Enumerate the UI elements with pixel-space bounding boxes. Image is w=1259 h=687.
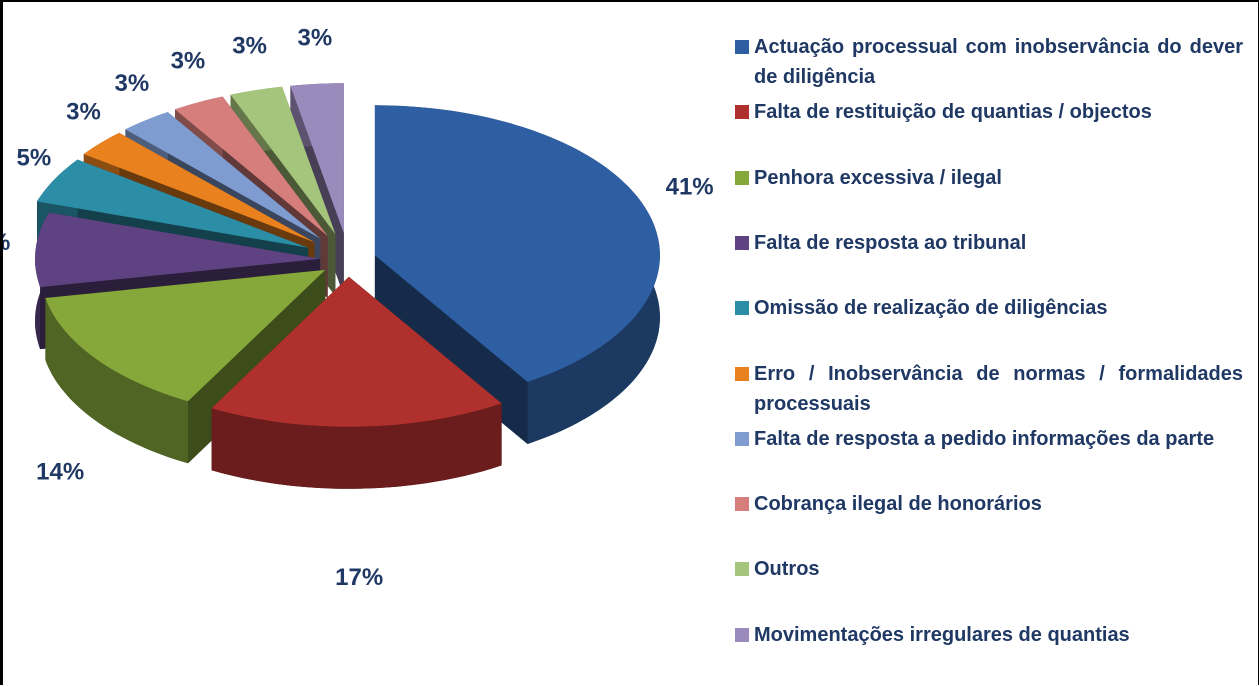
legend-swatch [735, 105, 749, 120]
slice-outer-wall [211, 403, 502, 489]
slice [37, 159, 309, 248]
legend-swatch [735, 627, 749, 642]
legend-entry: Falta de resposta a pedido informações d… [735, 424, 1243, 454]
legend-label: Cobrança ilegal de honorários [754, 493, 1042, 516]
legend-label: Falta de resposta ao tribunal [754, 231, 1027, 254]
legend-label: Movimentações irregulares de quantias [754, 623, 1130, 646]
slice [290, 83, 344, 234]
data-label: 3% [66, 99, 101, 126]
slice [35, 212, 321, 288]
legend-entry: Omissão de realização de diligências [735, 293, 1243, 323]
legend-swatch [735, 497, 749, 512]
data-label: 5% [16, 145, 51, 172]
data-label: 41% [666, 174, 714, 201]
legend-label: Erro / Inobservância de normas / formali… [754, 362, 1243, 415]
slice [45, 269, 326, 402]
legend-swatch [735, 170, 749, 185]
slice [230, 86, 336, 235]
legend-label: Falta de resposta a pedido informações d… [754, 427, 1215, 450]
slice-outer-wall [45, 298, 189, 464]
slice [83, 132, 315, 243]
legend-label: Falta de restituição de quantias / objec… [754, 101, 1152, 124]
data-label: 3% [297, 24, 332, 51]
slice [211, 276, 502, 427]
legend-label: Actuação processual com inobservância do… [754, 36, 1243, 88]
legend-entry: Movimentações irregulares de quantias [735, 620, 1243, 650]
data-label: 3% [232, 32, 267, 59]
legend-swatch [735, 431, 749, 446]
legend-label: Penhora excessiva / ilegal [754, 166, 1002, 189]
data-label: 3% [115, 70, 150, 97]
legend-label: Outros [754, 558, 820, 581]
legend-entry: Outros [735, 554, 1243, 584]
slice [125, 112, 321, 239]
slice [374, 105, 660, 383]
legend-entry: Actuação processual com inobservância do… [735, 32, 1243, 92]
slice [175, 96, 328, 236]
legend-entry: Erro / Inobservância de normas / formali… [735, 359, 1243, 419]
data-label: 8% [3, 229, 10, 256]
legend-entry: Cobrança ilegal de honorários [735, 489, 1243, 519]
data-label: 14% [36, 458, 84, 485]
data-label: 3% [171, 48, 206, 75]
legend-swatch [735, 562, 749, 577]
legend-swatch [735, 235, 749, 250]
legend-label: Omissão de realização de diligências [754, 297, 1108, 320]
legend-entry: Falta de resposta ao tribunal [735, 228, 1243, 258]
legend-swatch [735, 301, 749, 316]
legend-swatch [735, 366, 749, 381]
legend-entry: Falta de restituição de quantias / objec… [735, 97, 1243, 127]
pie-chart: 41% 17% 14% 8% 5% 3% 3% 3% 3% 3% [3, 24, 714, 591]
data-label: 17% [335, 564, 383, 591]
legend-entry: Penhora excessiva / ilegal [735, 163, 1243, 193]
legend-swatch [735, 40, 749, 54]
